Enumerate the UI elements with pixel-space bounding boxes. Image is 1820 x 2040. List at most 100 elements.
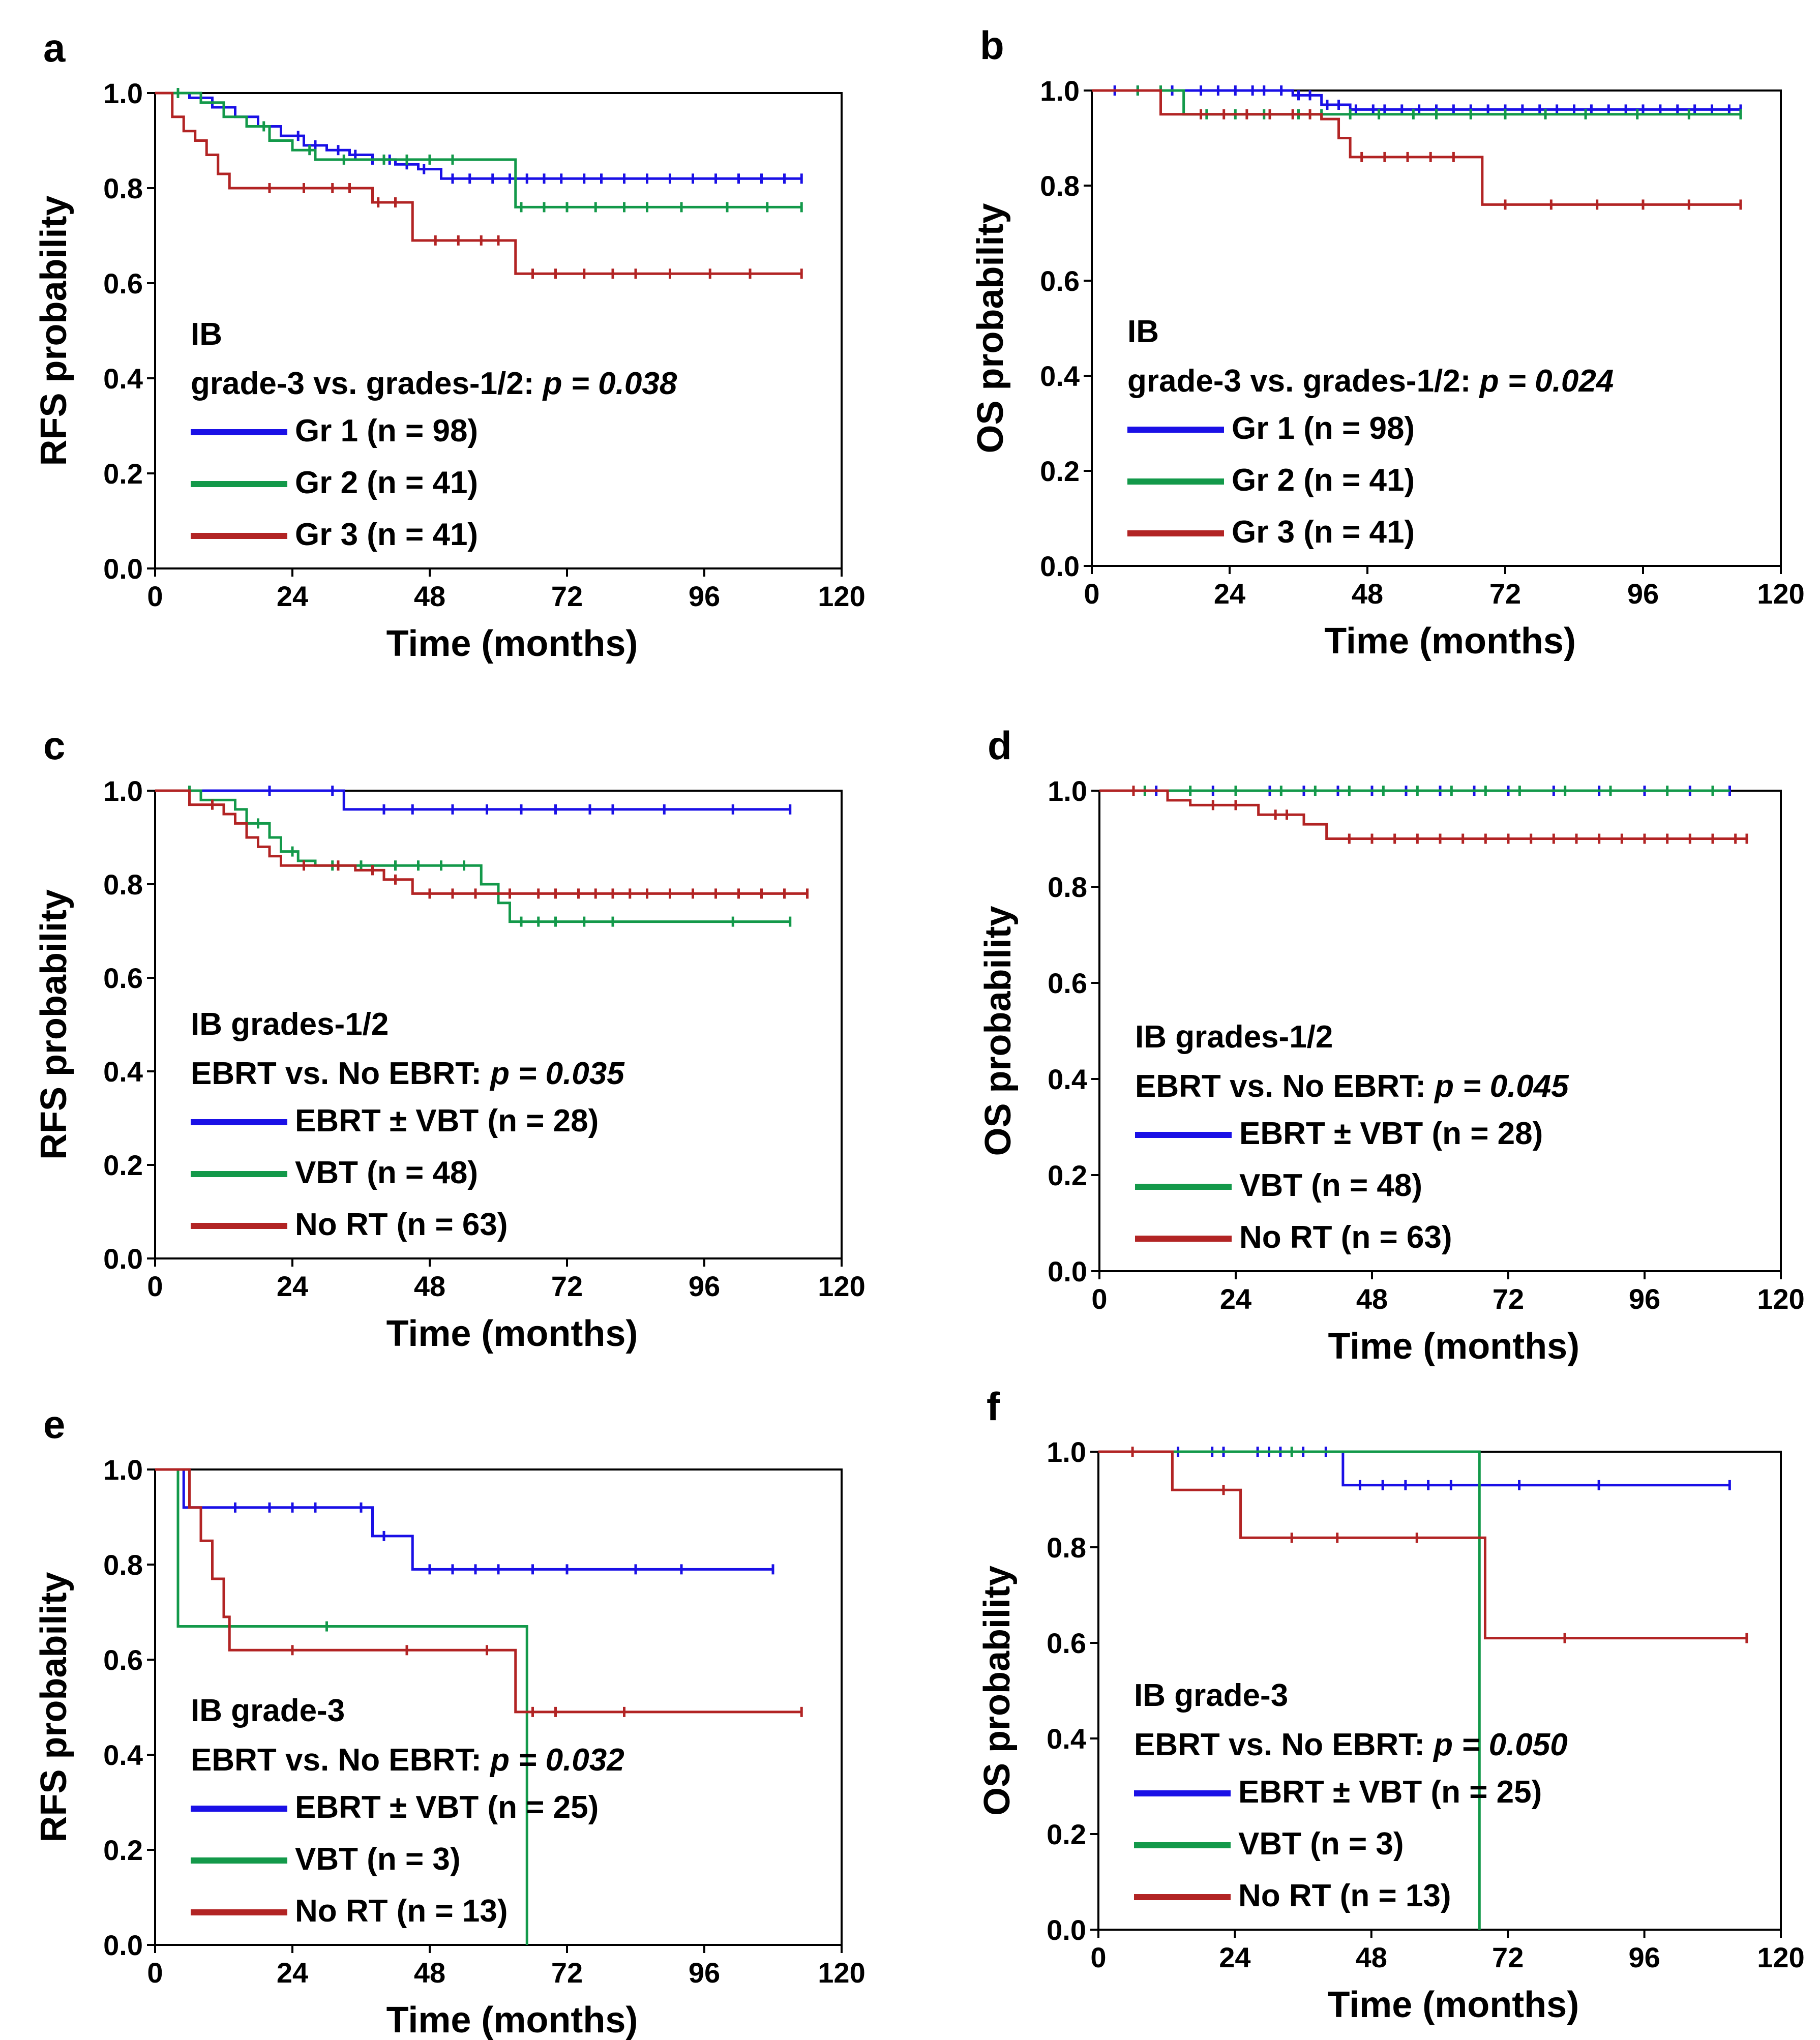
x-tick-label: 48 [414, 1957, 445, 1989]
y-tick-label: 0.4 [103, 1056, 143, 1088]
y-tick-label: 0.4 [1040, 360, 1080, 392]
x-tick-label: 72 [1489, 578, 1521, 610]
legend-label: No RT (n = 63) [1239, 1220, 1452, 1255]
y-tick-label: 0.0 [103, 1929, 143, 1961]
y-tick-label: 0.4 [103, 1739, 143, 1771]
survival-curve-1 [155, 92, 802, 180]
p-value: p = 0.032 [489, 1743, 624, 1778]
y-tick-label: 1.0 [1047, 1436, 1086, 1468]
annotation-comparison: grade-3 vs. grades-1/2: p = 0.038 [191, 366, 677, 401]
legend-label: No RT (n = 63) [295, 1207, 508, 1242]
legend-label: No RT (n = 13) [295, 1894, 508, 1929]
legend-label: VBT (n = 3) [1238, 1826, 1404, 1862]
x-axis-title: Time (months) [386, 1313, 638, 1354]
y-axis-title: RFS probability [34, 195, 74, 466]
x-tick-label: 24 [277, 1270, 308, 1302]
y-tick-label: 0.4 [1047, 1723, 1086, 1755]
x-tick-label: 72 [1493, 1283, 1524, 1315]
y-tick-label: 0.8 [103, 1549, 143, 1581]
y-tick-label: 0.2 [1048, 1159, 1087, 1191]
x-tick-label: 120 [1757, 1941, 1804, 1973]
survival-curve-2 [155, 92, 802, 208]
p-value: p = 0.038 [542, 366, 677, 401]
x-axis-title: Time (months) [386, 623, 638, 664]
legend-label: Gr 3 (n = 41) [295, 517, 478, 552]
annotation-comparison: EBRT vs. No EBRT: p = 0.035 [191, 1056, 625, 1091]
y-tick-label: 1.0 [103, 1454, 143, 1486]
legend-label: No RT (n = 13) [1238, 1878, 1451, 1913]
comparison-label: EBRT vs. No EBRT: [191, 1743, 490, 1778]
panel-f: f 0.0 0.2 0.4 0.6 0.8 1.0 0 24 48 72 96 120 Time (mon… [977, 1384, 1805, 2025]
y-tick-label: 0.8 [103, 172, 143, 204]
y-tick-label: 0.8 [1048, 871, 1087, 903]
x-tick-label: 24 [1220, 1283, 1251, 1315]
x-tick-label: 48 [414, 1270, 445, 1302]
x-tick-label: 24 [1219, 1941, 1250, 1973]
panel-letter: b [980, 23, 1004, 68]
x-tick-label: 48 [1352, 578, 1383, 610]
x-tick-label: 96 [1627, 578, 1659, 610]
y-tick-label: 0.2 [1047, 1818, 1086, 1850]
x-tick-label: 96 [689, 1270, 720, 1302]
survival-curve-3 [1099, 789, 1747, 840]
plot-frame [154, 1468, 843, 1946]
survival-curve-3 [1092, 89, 1741, 206]
survival-curve-1 [1098, 1450, 1730, 1487]
y-tick-label: 0.6 [1047, 1627, 1086, 1659]
y-tick-label: 0.8 [103, 868, 143, 901]
x-tick-label: 0 [1091, 1283, 1107, 1315]
x-tick-label: 48 [1356, 1941, 1387, 1973]
x-axis-title: Time (months) [386, 2000, 638, 2040]
panel-letter: d [988, 723, 1012, 768]
legend-label: Gr 1 (n = 98) [295, 413, 478, 448]
y-tick-label: 0.6 [103, 1644, 143, 1676]
y-tick-label: 0.2 [103, 458, 143, 490]
y-tick-label: 0.0 [103, 1243, 143, 1275]
panel-c: c 0.0 0.2 0.4 0.6 0.8 1.0 0 24 48 72 96 120 Time (mon… [34, 723, 866, 1354]
y-tick-label: 0.6 [1040, 265, 1080, 297]
x-tick-label: 96 [689, 580, 720, 612]
y-tick-label: 0.2 [103, 1149, 143, 1181]
comparison-label: grade-3 vs. grades-1/2: [1127, 364, 1480, 399]
p-value: p = 0.035 [489, 1056, 625, 1091]
x-tick-label: 0 [147, 1957, 163, 1989]
annotation-comparison: EBRT vs. No EBRT: p = 0.032 [191, 1743, 624, 1778]
y-tick-label: 0.0 [1040, 550, 1080, 582]
y-tick-label: 0.0 [1048, 1255, 1087, 1287]
x-tick-label: 24 [1214, 578, 1245, 610]
survival-curve-1 [1092, 89, 1741, 111]
panel-d: d 0.0 0.2 0.4 0.6 0.8 1.0 0 24 48 72 96 120 Time (mon… [978, 723, 1805, 1367]
x-tick-label: 72 [551, 1957, 583, 1989]
annotation-subgroup: IB grades-1/2 [1135, 1019, 1333, 1055]
annotation-subgroup: IB grade-3 [191, 1693, 345, 1728]
y-tick-label: 0.2 [1040, 455, 1080, 487]
annotation-subgroup: IB grade-3 [1134, 1678, 1288, 1713]
p-value: p = 0.024 [1479, 364, 1614, 399]
x-tick-label: 120 [1757, 1283, 1804, 1315]
legend-label: VBT (n = 3) [295, 1842, 461, 1877]
panel-a: a 0.0 0.2 0.4 0.6 0.8 1.0 0 24 48 72 96 120 Time (mon… [34, 25, 866, 664]
survival-curve-2 [155, 789, 790, 923]
y-tick-label: 0.6 [103, 267, 143, 299]
y-tick-label: 0.2 [103, 1834, 143, 1866]
annotation-subgroup: IB grades-1/2 [191, 1007, 389, 1042]
plot-frame [154, 92, 843, 569]
y-tick-label: 0.4 [1048, 1063, 1087, 1095]
x-axis-title: Time (months) [1324, 621, 1576, 662]
annotation-comparison: EBRT vs. No EBRT: p = 0.045 [1135, 1069, 1569, 1104]
survival-curve-1 [155, 789, 790, 811]
legend-label: Gr 2 (n = 41) [295, 465, 478, 500]
legend-label: EBRT ± VBT (n = 28) [295, 1103, 599, 1138]
panel-letter: f [987, 1384, 1000, 1429]
annotation-comparison: grade-3 vs. grades-1/2: p = 0.024 [1127, 364, 1614, 399]
y-tick-label: 1.0 [103, 77, 143, 109]
panel-b: b 0.0 0.2 0.4 0.6 0.8 1.0 0 24 48 72 96 120 Time (mon… [970, 23, 1805, 662]
y-axis-title: OS probability [970, 203, 1011, 453]
x-tick-label: 120 [818, 1270, 865, 1302]
annotation-subgroup: IB [1127, 314, 1159, 349]
plot-frame [1091, 89, 1782, 567]
panel-e: e 0.0 0.2 0.4 0.6 0.8 1.0 0 24 48 72 96 120 Time (mon… [34, 1402, 866, 2040]
survival-curve-3 [1098, 1450, 1747, 1640]
x-tick-label: 120 [1757, 578, 1804, 610]
